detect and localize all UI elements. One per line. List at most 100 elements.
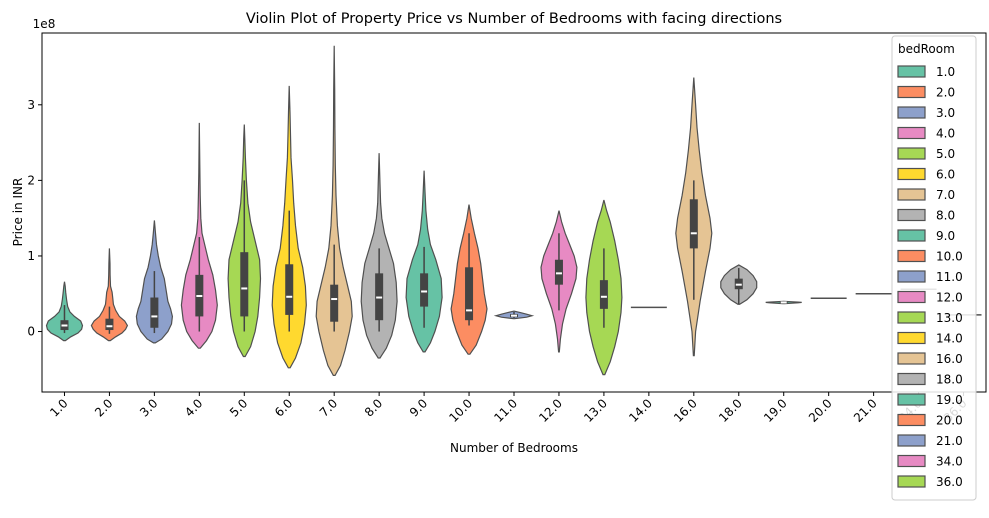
x-tick-label: 13.0 xyxy=(581,396,610,425)
violin-12.0 xyxy=(540,210,578,353)
legend-label-13.0: 13.0 xyxy=(936,311,963,325)
legend-label-18.0: 18.0 xyxy=(936,373,963,387)
x-tick-label: 19.0 xyxy=(761,396,790,425)
legend-label-12.0: 12.0 xyxy=(936,291,963,305)
legend-label-10.0: 10.0 xyxy=(936,250,963,264)
legend-label-11.0: 11.0 xyxy=(936,270,963,284)
legend-label-8.0: 8.0 xyxy=(936,209,955,223)
violin-iqr-box xyxy=(420,273,429,307)
violin-7.0 xyxy=(315,45,353,376)
legend-swatch-7.0 xyxy=(897,188,926,201)
violin-18.0 xyxy=(720,264,758,305)
violin-5.0 xyxy=(227,124,262,358)
legend-swatch-34.0 xyxy=(897,454,926,468)
y-axis-label: Price in INR xyxy=(11,178,25,247)
violin-iqr-box xyxy=(330,284,339,322)
legend-swatch-13.0 xyxy=(897,311,926,324)
x-tick-label: 2.0 xyxy=(92,396,115,419)
legend-label-20.0: 20.0 xyxy=(936,414,963,428)
violin-4.0 xyxy=(180,122,218,349)
violin-3.0 xyxy=(135,220,174,344)
legend-title: bedRoom xyxy=(898,42,955,56)
x-tick-label: 4.0 xyxy=(182,396,205,419)
x-tick-label: 7.0 xyxy=(317,396,340,419)
legend-label-14.0: 14.0 xyxy=(936,332,963,346)
y-axis: 0 1 2 3 xyxy=(27,98,42,339)
legend-swatch-12.0 xyxy=(897,290,926,304)
legend-swatch-11.0 xyxy=(897,270,926,283)
legend: bedRoom 1.0 2.0 3.0 4.0 5.0 6.0 7.0 8.0 9.0 10.0 1… xyxy=(891,35,977,501)
legend-label-4.0: 4.0 xyxy=(936,127,955,141)
legend-swatch-5.0 xyxy=(897,147,926,160)
violin-iqr-box xyxy=(285,264,294,315)
legend-swatch-3.0 xyxy=(897,106,926,119)
y-scale-label: 1e8 xyxy=(33,17,56,31)
legend-swatch-19.0 xyxy=(897,393,926,406)
x-tick-label: 11.0 xyxy=(491,396,520,425)
violin-body xyxy=(90,248,129,342)
violin-iqr-box xyxy=(599,280,608,309)
violin-6.0 xyxy=(271,85,307,369)
legend-label-1.0: 1.0 xyxy=(936,65,955,79)
legend-swatch-14.0 xyxy=(897,331,926,345)
legend-swatch-1.0 xyxy=(897,65,926,78)
violin-iqr-box xyxy=(240,252,249,317)
violin-11.0 xyxy=(493,310,535,320)
legend-swatch-4.0 xyxy=(897,126,926,140)
violin-iqr-box xyxy=(105,318,114,331)
violin-series xyxy=(45,45,982,376)
legend-box xyxy=(891,35,977,501)
violin-body xyxy=(180,122,218,349)
violin-8.0 xyxy=(360,153,398,359)
violin-16.0 xyxy=(675,77,713,357)
x-tick-label: 21.0 xyxy=(851,396,880,425)
x-tick-label: 12.0 xyxy=(536,396,565,425)
violin-iqr-box xyxy=(554,259,563,285)
legend-label-9.0: 9.0 xyxy=(936,229,955,243)
x-tick-label: 10.0 xyxy=(446,396,475,425)
legend-swatch-9.0 xyxy=(897,229,926,242)
violin-iqr-box xyxy=(465,267,474,321)
legend-swatch-21.0 xyxy=(897,434,926,447)
legend-label-16.0: 16.0 xyxy=(936,352,963,366)
legend-label-36.0: 36.0 xyxy=(936,475,963,489)
x-tick-label: 8.0 xyxy=(362,396,385,419)
x-tick-label: 1.0 xyxy=(47,396,70,419)
chart-title: Violin Plot of Property Price vs Number … xyxy=(246,11,782,27)
x-axis-label: Number of Bedrooms xyxy=(450,441,578,455)
x-tick-label: 9.0 xyxy=(407,396,430,419)
legend-label-7.0: 7.0 xyxy=(936,188,955,202)
legend-label-21.0: 21.0 xyxy=(936,434,963,448)
legend-swatch-18.0 xyxy=(897,372,926,386)
violin-19.0 xyxy=(765,300,802,305)
violin-2.0 xyxy=(90,248,129,342)
x-axis: 1.0 2.0 3.0 4.0 5.0 6.0 7.0 8.0 9.0 10.0 11.0 12.0 1… xyxy=(47,392,970,425)
x-tick-label: 20.0 xyxy=(806,396,835,425)
y-tick-label: 3 xyxy=(27,98,35,112)
x-tick-label: 6.0 xyxy=(272,396,295,419)
violin-13.0 xyxy=(585,199,623,376)
x-tick-label: 14.0 xyxy=(626,396,655,425)
legend-swatch-20.0 xyxy=(897,413,926,427)
violin-10.0 xyxy=(450,204,488,355)
x-tick-label: 16.0 xyxy=(671,396,700,425)
legend-swatch-16.0 xyxy=(897,352,926,365)
y-tick-label: 0 xyxy=(27,325,35,339)
legend-label-5.0: 5.0 xyxy=(936,147,955,161)
legend-swatch-2.0 xyxy=(897,85,926,99)
violin-9.0 xyxy=(405,170,443,353)
violin-iqr-box xyxy=(150,297,159,328)
legend-label-2.0: 2.0 xyxy=(936,86,955,100)
x-tick-label: 3.0 xyxy=(137,396,160,419)
y-tick-label: 2 xyxy=(27,173,35,187)
x-tick-label: 18.0 xyxy=(716,396,745,425)
violin-body xyxy=(315,45,353,376)
legend-swatch-36.0 xyxy=(897,475,926,488)
violin-1.0 xyxy=(45,281,84,342)
legend-swatch-6.0 xyxy=(897,167,926,181)
violin-iqr-box xyxy=(689,199,698,249)
y-tick-label: 1 xyxy=(27,249,35,263)
legend-label-3.0: 3.0 xyxy=(936,106,955,120)
